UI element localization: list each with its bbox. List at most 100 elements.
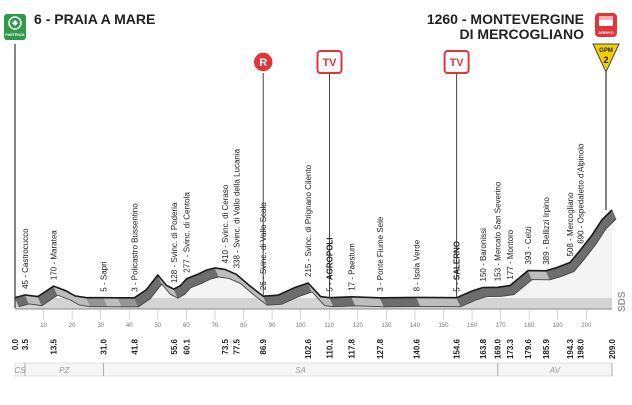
finish-badge-text: ARRIVO bbox=[598, 30, 614, 35]
place-name: Svinc. di Prignano Cilento bbox=[304, 164, 313, 256]
place-label: 26 - Svinc. di Vallo Scalo bbox=[259, 202, 268, 290]
place-name: AGROPOLI bbox=[326, 237, 335, 280]
place-name: Montoro bbox=[506, 229, 515, 259]
km-tick-label: 200 bbox=[581, 323, 592, 329]
km-tick-label: 100 bbox=[296, 323, 307, 329]
place-separator: - bbox=[100, 280, 109, 287]
km-tick-label: 80 bbox=[240, 323, 247, 329]
place-altitude: 3 bbox=[130, 287, 139, 292]
place-separator: - bbox=[183, 252, 192, 259]
profile-base-band bbox=[15, 298, 612, 309]
place-altitude: 150 bbox=[479, 268, 488, 282]
km-tick-label: 90 bbox=[269, 323, 276, 329]
place-separator: - bbox=[348, 275, 357, 282]
km-tick-label: 10 bbox=[40, 323, 47, 329]
place-altitude: 45 bbox=[21, 279, 30, 288]
km-tick-label: 120 bbox=[353, 323, 364, 329]
place-name: Policastro Bussentino bbox=[130, 203, 139, 280]
finish-badge-icon: ARRIVO bbox=[595, 13, 617, 37]
km-tick-label: 130 bbox=[381, 323, 392, 329]
place-separator: - bbox=[453, 280, 462, 287]
place-label: 5 - AGROPOLI bbox=[326, 237, 335, 291]
place-altitude: 508 bbox=[566, 243, 575, 257]
region-label: PZ bbox=[59, 366, 70, 375]
place-altitude: 5 bbox=[100, 287, 109, 292]
km-distance-label: 3.5 bbox=[21, 338, 30, 350]
km-distance-label: 102.6 bbox=[304, 338, 313, 359]
place-altitude: 5 bbox=[453, 287, 462, 292]
km-distance-label: 55.6 bbox=[170, 338, 179, 354]
km-distance-label: 194.3 bbox=[566, 338, 575, 359]
place-separator: - bbox=[21, 273, 30, 280]
place-altitude: 8 bbox=[413, 286, 422, 291]
finish-name-line1: MONTEVERGINE bbox=[470, 11, 584, 27]
gpm-triangle bbox=[592, 43, 620, 74]
km-tick-label: 190 bbox=[553, 323, 564, 329]
place-name: Svinc. di Vallo Scalo bbox=[259, 202, 268, 274]
km-tick-label: 140 bbox=[410, 323, 421, 329]
place-name: Svinc. di Vallo della Lucania bbox=[232, 148, 241, 248]
profile-ribbon-segment bbox=[416, 297, 462, 307]
profile-top-edge bbox=[14, 209, 613, 299]
profile-bottom-edge bbox=[18, 218, 617, 308]
place-name: Sapri bbox=[100, 261, 109, 280]
place-separator: - bbox=[479, 261, 488, 268]
profile-ribbon-segment bbox=[379, 297, 422, 308]
place-altitude: 393 bbox=[524, 251, 533, 265]
place-name: Svinc. di Centola bbox=[183, 192, 192, 253]
place-separator: - bbox=[506, 259, 515, 266]
km-distance-label: 209.0 bbox=[608, 338, 617, 359]
place-separator: - bbox=[577, 223, 586, 230]
place-name: Svinc. di Poderia bbox=[170, 202, 179, 263]
place-label: 5 - Sapri bbox=[100, 261, 109, 291]
km-distance-label: 110.1 bbox=[326, 338, 335, 358]
tv-marker-label: TV bbox=[450, 57, 465, 69]
km-distance-label: 169.0 bbox=[494, 338, 503, 359]
start-badge-mark bbox=[12, 20, 18, 26]
place-label: 128 - Svinc. di Poderia bbox=[170, 202, 179, 283]
place-label: 393 - Celzi bbox=[524, 226, 533, 264]
place-name: Isola Verde bbox=[413, 239, 422, 280]
tv-marker-icon: TV bbox=[443, 50, 470, 74]
km-tick-label: 60 bbox=[183, 323, 190, 329]
place-name: Mercogliano bbox=[566, 192, 575, 236]
radio-marker-circle bbox=[252, 51, 274, 73]
km-distance-label: 154.6 bbox=[453, 338, 462, 359]
tv-marker-box bbox=[316, 50, 343, 74]
profile-area bbox=[15, 210, 612, 298]
km-tick-label: 40 bbox=[126, 323, 133, 329]
place-separator: - bbox=[304, 257, 313, 264]
km-distance-label: 73.5 bbox=[221, 338, 230, 354]
place-separator: - bbox=[524, 244, 533, 251]
place-name: Maratea bbox=[50, 230, 59, 260]
place-label: 177 - Montoro bbox=[506, 229, 515, 279]
start-name: PRAIA A MARE bbox=[54, 11, 156, 27]
start-altitude: 6 bbox=[34, 11, 42, 27]
km-tick-label: 110 bbox=[324, 323, 334, 329]
place-label: 153 - Mercato San Severino bbox=[494, 181, 503, 281]
place-label: 338 - Svinc. di Vallo della Lucania bbox=[232, 148, 241, 268]
place-name: Castrocucco bbox=[21, 228, 30, 273]
place-name: Svinc. di Ceraso bbox=[221, 184, 230, 243]
place-altitude: 5 bbox=[326, 287, 335, 292]
km-tick-label: 180 bbox=[524, 323, 535, 329]
place-separator: - bbox=[542, 244, 551, 251]
start-badge-symbol bbox=[8, 16, 22, 30]
place-label: 410 - Svinc. di Ceraso bbox=[221, 184, 230, 263]
km-distance-label: 60.1 bbox=[183, 338, 192, 354]
place-altitude: 177 bbox=[506, 266, 515, 280]
place-altitude: 3 bbox=[376, 287, 385, 292]
place-altitude: 17 bbox=[348, 281, 357, 290]
place-label: 3 - Ponte Fiume Sele bbox=[376, 216, 385, 292]
place-name: Paestum bbox=[348, 243, 357, 275]
place-label: 508 - Mercogliano bbox=[566, 192, 575, 257]
gpm-category: 2 bbox=[603, 55, 608, 65]
place-separator: - bbox=[232, 248, 241, 255]
place-label: 389 - Bellizzi Irpino bbox=[542, 197, 551, 265]
km-distance-label: 13.5 bbox=[50, 338, 59, 354]
km-distance-label: 117.8 bbox=[348, 338, 357, 358]
km-distance-label: 185.9 bbox=[542, 338, 551, 359]
